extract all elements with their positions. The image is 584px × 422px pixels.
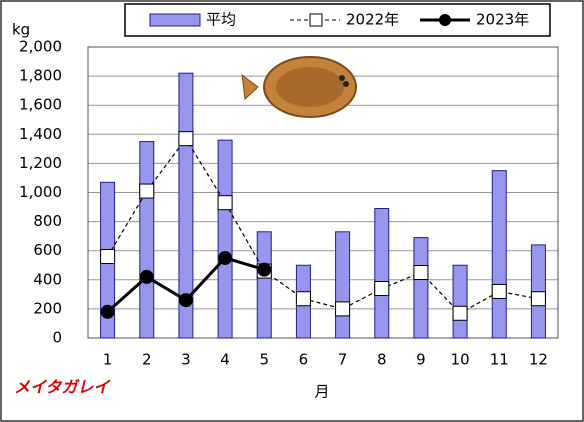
x-tick-label: 11: [490, 351, 509, 369]
x-tick-label: 8: [377, 351, 387, 369]
y-tick-label: 600: [33, 241, 62, 259]
marker: [530, 291, 546, 307]
marker: [218, 250, 233, 265]
y-tick-label: 800: [33, 212, 62, 230]
bar: [335, 231, 351, 339]
bar: [452, 264, 468, 339]
species-label: メイタガレイ: [14, 378, 111, 397]
legend-swatch: [149, 13, 201, 27]
legend-swatch: [439, 14, 451, 26]
bar: [413, 237, 429, 339]
marker: [178, 293, 193, 308]
x-tick-label: 7: [338, 351, 348, 369]
x-tick-label: 3: [181, 351, 191, 369]
y-tick-label: 1,200: [19, 154, 62, 172]
marker: [217, 195, 233, 211]
marker: [374, 281, 390, 297]
y-tick-label: 1,000: [19, 183, 62, 201]
bar: [256, 231, 272, 339]
x-tick-label: 4: [220, 351, 230, 369]
legend-swatch: [309, 13, 323, 27]
x-tick-label: 5: [259, 351, 269, 369]
marker: [295, 291, 311, 307]
x-tick-label: 9: [416, 351, 426, 369]
marker: [335, 301, 351, 317]
x-tick-label: 1: [103, 351, 113, 369]
x-tick-label: 12: [529, 351, 548, 369]
marker: [100, 249, 116, 265]
marker: [139, 183, 155, 199]
bar: [491, 170, 507, 339]
marker: [413, 265, 429, 281]
legend-label: 平均: [206, 11, 236, 29]
y-tick-label: 400: [33, 270, 62, 288]
y-tick-label: 200: [33, 299, 62, 317]
plot-area: [87, 46, 559, 339]
marker: [257, 262, 272, 277]
fish-illustration: [241, 56, 357, 118]
y-tick-label: 1,600: [19, 96, 62, 114]
x-axis-label: 月: [314, 383, 329, 401]
x-tick-label: 2: [142, 351, 152, 369]
y-tick-label: 1,400: [19, 125, 62, 143]
marker: [491, 283, 507, 299]
x-tick-label: 10: [451, 351, 470, 369]
bar: [374, 208, 390, 339]
marker: [452, 305, 468, 321]
y-tick-label: 2,000: [19, 38, 62, 56]
bar: [217, 139, 233, 339]
marker: [178, 131, 194, 147]
y-tick-label: 1,800: [19, 67, 62, 85]
bar: [139, 141, 155, 339]
x-tick-label: 6: [299, 351, 309, 369]
y-tick-label: 0: [52, 329, 62, 347]
marker: [139, 269, 154, 284]
marker: [100, 304, 115, 319]
legend-label: 2022年: [346, 11, 399, 29]
legend-label: 2023年: [476, 11, 529, 29]
y-unit: kg: [12, 21, 30, 39]
